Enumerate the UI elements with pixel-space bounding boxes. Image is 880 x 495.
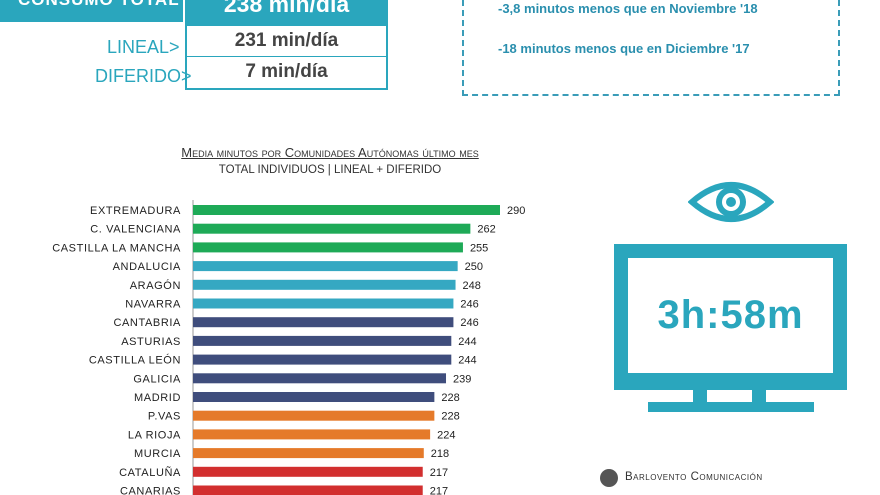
- total-value-band: 238 min/día: [187, 0, 386, 26]
- bar: [193, 298, 454, 309]
- category-label: GALICIA: [133, 373, 181, 385]
- category-label: LA RIOJA: [128, 429, 181, 441]
- category-label: MURCIA: [134, 448, 181, 460]
- data-label: 246: [460, 317, 478, 329]
- bar: [193, 354, 452, 365]
- summary-box: 238 min/día 231 min/día 7 min/día: [185, 0, 388, 90]
- data-label: 217: [430, 486, 448, 495]
- diferido-value-cell: 7 min/día: [187, 57, 386, 87]
- credit-text: Barlovento Comunicación: [625, 471, 763, 483]
- chart-subtitle: TOTAL INDIVIDUOS | LINEAL + DIFERIDO: [218, 164, 442, 176]
- note-november: -3,8 minutos menos que en Noviembre '18: [498, 1, 758, 16]
- tv-time-display: 3h:58m: [657, 293, 804, 337]
- bar: [193, 242, 463, 253]
- notes-box: [462, 0, 840, 96]
- data-label: 228: [441, 411, 459, 423]
- bar: [193, 279, 456, 290]
- bar-chart: EXTREMADURA 290 C. VALENCIANA 262 CASTILLA L…: [52, 200, 525, 495]
- bar: [193, 485, 423, 495]
- data-label: 228: [441, 392, 459, 404]
- data-label: 244: [458, 336, 476, 348]
- bar: [193, 466, 423, 477]
- eye-icon: [688, 182, 774, 222]
- category-label: CANARIAS: [120, 486, 181, 495]
- category-label: ARAGÓN: [130, 279, 181, 292]
- category-label: ANDALUCIA: [113, 261, 181, 273]
- tv-base: [648, 402, 814, 412]
- diferido-value: 7 min/día: [245, 61, 328, 82]
- lineal-label: LINEAL>: [107, 37, 180, 57]
- lineal-value-cell: 231 min/día: [187, 26, 386, 57]
- bar: [193, 410, 435, 421]
- bar: [193, 335, 452, 346]
- bar: [193, 223, 471, 234]
- bar: [193, 317, 454, 328]
- category-label: CASTILLA LA MANCHA: [52, 242, 181, 254]
- category-label: C. VALENCIANA: [90, 224, 181, 236]
- data-label: 246: [460, 299, 478, 311]
- data-label: 218: [431, 448, 449, 460]
- category-label: ASTURIAS: [121, 336, 181, 348]
- bar: [193, 205, 500, 215]
- bar: [193, 261, 458, 272]
- category-label: EXTREMADURA: [90, 205, 181, 217]
- chart-title-block: Media minutos por Comunidades Autónomas …: [120, 145, 540, 176]
- bar: [193, 429, 431, 440]
- category-label: CATALUÑA: [119, 466, 181, 479]
- data-label: 239: [453, 373, 471, 385]
- diferido-label: DIFERIDO>: [95, 66, 192, 86]
- data-label: 290: [507, 205, 525, 217]
- total-header: [0, 0, 183, 22]
- data-label: 248: [463, 280, 481, 292]
- category-label: MADRID: [134, 392, 181, 404]
- category-label: P.VAS: [148, 411, 181, 423]
- chart-title: Media minutos por Comunidades Autónomas …: [181, 145, 479, 160]
- total-value: 238 min/día: [223, 0, 350, 17]
- bar: [193, 392, 435, 402]
- lineal-value: 231 min/día: [234, 30, 339, 51]
- bar: [193, 448, 424, 459]
- data-label: 224: [437, 429, 455, 441]
- category-label: CASTILLA LEÓN: [89, 354, 181, 367]
- data-label: 255: [470, 242, 488, 254]
- tv-screen-inner: [628, 258, 833, 373]
- category-label: NAVARRA: [125, 299, 181, 311]
- data-label: 250: [465, 261, 483, 273]
- data-label: 244: [458, 355, 476, 367]
- total-label: CONSUMO TOTAL: [18, 0, 180, 10]
- credit-logo-icon: [600, 469, 618, 487]
- data-label: 217: [430, 467, 448, 479]
- data-label: 262: [477, 224, 495, 236]
- note-december: -18 minutos menos que en Diciembre '17: [498, 41, 750, 56]
- category-label: CANTABRIA: [113, 317, 181, 329]
- bar: [193, 373, 447, 384]
